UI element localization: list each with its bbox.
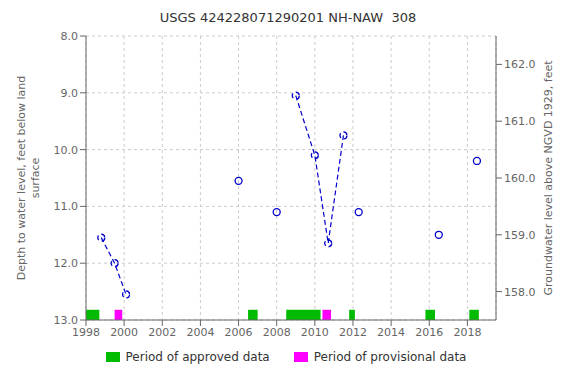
- svg-text:9.0: 9.0: [61, 87, 79, 100]
- svg-text:Depth to water level, feet bel: Depth to water level, feet below landsur…: [15, 76, 41, 281]
- svg-text:2006: 2006: [225, 326, 253, 339]
- svg-text:2010: 2010: [301, 326, 329, 339]
- html-text:Period of provisional data: Period of provisional data: [313, 350, 467, 364]
- svg-text:10.0: 10.0: [54, 144, 79, 157]
- svg-text:12.0: 12.0: [54, 257, 79, 270]
- svg-text:158.0: 158.0: [504, 286, 536, 299]
- html-text:Period of approved data: Period of approved data: [125, 350, 270, 364]
- svg-text:159.0: 159.0: [504, 229, 536, 242]
- html-text:USGS 424228071290201 NH-NAW 30: USGS 424228071290201 NH-NAW 308: [159, 10, 417, 25]
- svg-text:13.0: 13.0: [54, 314, 79, 327]
- svg-text:2014: 2014: [377, 326, 405, 339]
- svg-text:2016: 2016: [415, 326, 443, 339]
- svg-text:2000: 2000: [110, 326, 138, 339]
- svg-text:2018: 2018: [453, 326, 481, 339]
- svg-text:1998: 1998: [72, 326, 100, 339]
- svg-text:2004: 2004: [186, 326, 214, 339]
- svg-text:2012: 2012: [339, 326, 367, 339]
- svg-text:2002: 2002: [148, 326, 176, 339]
- svg-text:160.0: 160.0: [504, 172, 536, 185]
- svg-text:2008: 2008: [263, 326, 291, 339]
- svg-text:11.0: 11.0: [54, 200, 79, 213]
- svg-text:162.0: 162.0: [504, 58, 536, 71]
- svg-text:161.0: 161.0: [504, 115, 536, 128]
- svg-text:8.0: 8.0: [61, 30, 79, 43]
- svg-text:Groundwater level above NGVD 1: Groundwater level above NGVD 1929, feet: [542, 60, 555, 296]
